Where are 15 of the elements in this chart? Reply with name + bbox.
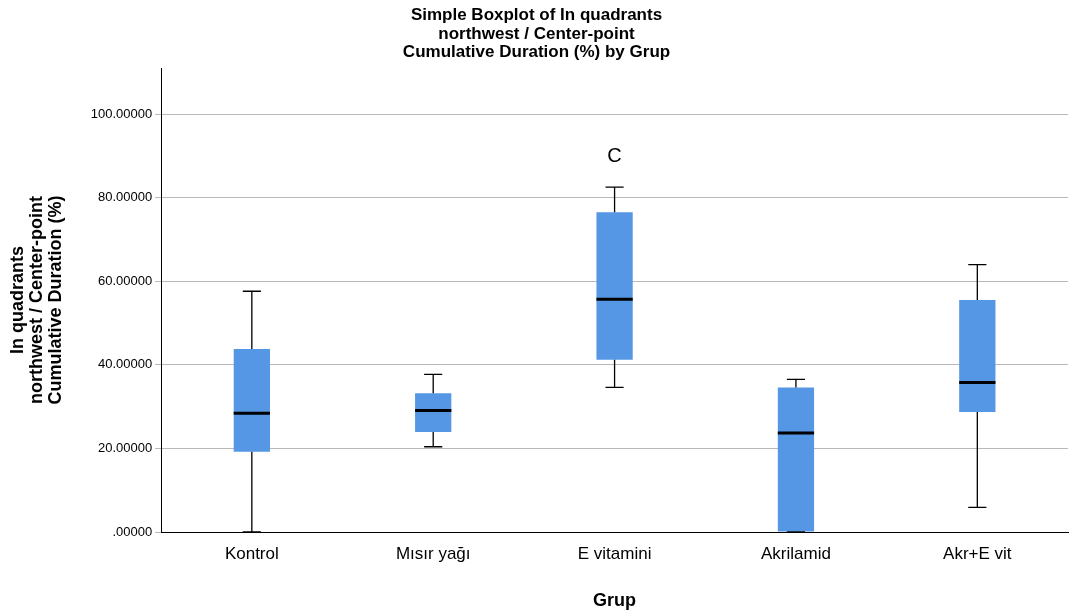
y-tick-label: 20.00000 <box>97 439 153 455</box>
y-axis-title: In quadrants northwest / Center-point Cumulative Duration (%) <box>7 195 66 405</box>
x-axis-title: Grup <box>593 590 637 611</box>
annotation: C <box>607 143 622 166</box>
y-tick-label: 40.00000 <box>97 356 153 372</box>
x-tick-label: Kontrol <box>224 543 279 563</box>
x-tick-label: E vitamini <box>577 543 652 563</box>
y-tick-label: 100.00000 <box>90 105 153 121</box>
y-tick-label: .00000 <box>112 523 153 539</box>
x-tick-label: Akrilamid <box>760 543 831 563</box>
x-tick-label: Mısır yağı <box>395 543 471 563</box>
y-tick-label: 60.00000 <box>97 272 153 288</box>
x-tick-label: Akr+E vit <box>943 543 1012 563</box>
chart-title: Simple Boxplot of In quadrants northwest / Center-point Cumulative Duration (%) by Grup <box>402 5 671 62</box>
y-tick-label: 80.00000 <box>97 189 153 205</box>
